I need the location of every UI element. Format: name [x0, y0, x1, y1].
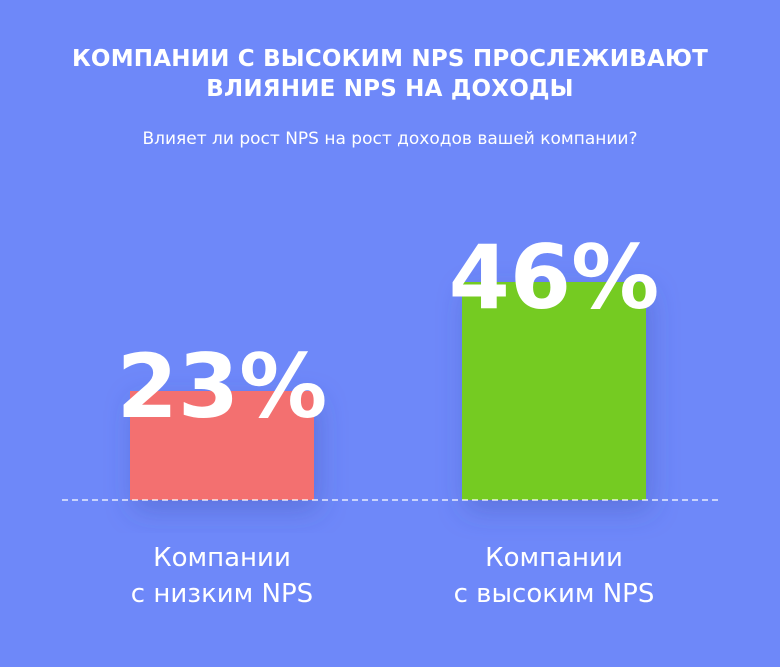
bar-high-nps	[462, 282, 646, 500]
category-label-line: Компании	[153, 543, 291, 573]
chart-title: КОМПАНИИ С ВЫСОКИМ NPS ПРОСЛЕЖИВАЮТ ВЛИЯ…	[0, 44, 780, 104]
bar-low-nps	[130, 391, 314, 500]
chart-subtitle: Влияет ли рост NPS на рост доходов вашей…	[142, 129, 638, 149]
chart-title-line-1: КОМПАНИИ С ВЫСОКИМ NPS ПРОСЛЕЖИВАЮТ	[71, 46, 709, 72]
category-label-line: Компании	[485, 543, 623, 573]
category-label-line: с низким NPS	[130, 579, 314, 609]
chart-title-line-2: ВЛИЯНИЕ NPS НА ДОХОДЫ	[206, 76, 574, 102]
value-label-low-nps: 23%	[117, 335, 328, 438]
category-label-high-nps: Компании с высоким NPS	[404, 540, 704, 612]
value-label-high-nps: 46%	[449, 226, 660, 329]
category-label-low-nps: Компании с низким NPS	[72, 540, 372, 612]
category-label-line: с высоким NPS	[453, 579, 655, 609]
